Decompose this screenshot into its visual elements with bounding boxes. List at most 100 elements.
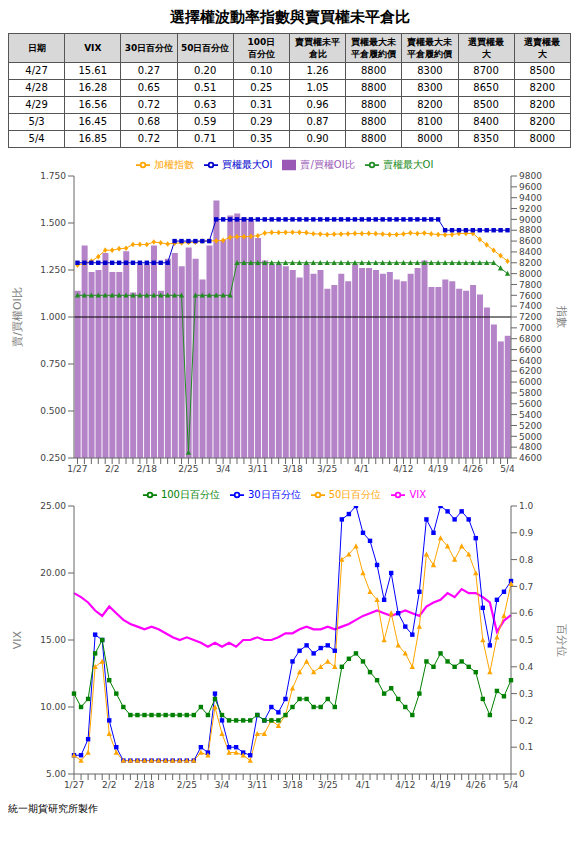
html-text:16.28: 16.28 [78,82,108,93]
html-text:8800: 8800 [361,65,387,76]
svg-text:7400: 7400 [519,301,542,311]
svg-text:1.750: 1.750 [40,171,66,181]
svg-text:8200: 8200 [519,258,542,268]
svg-text:1/27: 1/27 [67,464,87,474]
svg-text:8800: 8800 [519,225,542,235]
svg-text:5000: 5000 [519,432,542,442]
svg-text:9400: 9400 [519,193,542,203]
svg-text:9200: 9200 [519,204,542,214]
svg-text:1.0: 1.0 [519,501,534,511]
svg-text:6000: 6000 [519,377,542,387]
svg-text:百分位: 百分位 [555,624,568,657]
html-text:8700: 8700 [473,65,499,76]
svg-text:指數: 指數 [555,305,568,328]
svg-text:5/4: 5/4 [500,464,515,474]
svg-text:5600: 5600 [519,399,542,409]
html-text:賣權最大未 平倉履約價: 賣權最大未 平倉履約價 [407,37,453,59]
svg-text:0.2: 0.2 [519,716,533,726]
html-text:4/28: 4/28 [25,82,48,93]
svg-text:4/26: 4/26 [466,780,486,790]
html-text:選擇權波動率指數與賣買權未平倉比: 選擇權波動率指數與賣買權未平倉比 [169,8,410,26]
svg-text:5.00: 5.00 [46,769,66,779]
svg-text:賣/買權OI比: 賣/買權OI比 [11,287,24,347]
html-text:8300: 8300 [417,65,443,76]
svg-text:1/27: 1/27 [64,780,84,790]
html-text:0.65: 0.65 [137,82,161,93]
svg-text:5200: 5200 [519,421,542,431]
svg-text:0.8: 0.8 [519,555,534,565]
svg-text:25.00: 25.00 [40,501,66,511]
svg-text:6800: 6800 [519,334,542,344]
svg-text:3/11: 3/11 [247,780,267,790]
html-text:0.20: 0.20 [194,65,217,76]
svg-text:9000: 9000 [519,215,542,225]
svg-text:9600: 9600 [519,182,542,192]
svg-text:3/25: 3/25 [318,780,338,790]
svg-text:9800: 9800 [519,171,542,181]
svg-text:3/18: 3/18 [282,780,302,790]
html-text:賣買權未平 倉比: 賣買權未平 倉比 [295,37,340,59]
svg-text:8000: 8000 [519,269,542,279]
svg-text:7600: 7600 [519,291,542,301]
svg-text:1.500: 1.500 [40,218,66,228]
svg-text:0.750: 0.750 [40,359,66,369]
svg-text:4/12: 4/12 [393,464,413,474]
html-text:0.10: 0.10 [250,65,273,76]
svg-text:0: 0 [519,769,525,779]
svg-text:4/26: 4/26 [463,464,483,474]
svg-text:10.00: 10.00 [40,702,66,712]
svg-text:2/2: 2/2 [105,464,119,474]
svg-text:4600: 4600 [519,453,542,463]
svg-text:2/2: 2/2 [102,780,116,790]
svg-text:0.9: 0.9 [519,528,534,538]
svg-text:20.00: 20.00 [40,568,66,578]
svg-text:8400: 8400 [519,247,542,257]
svg-text:0.250: 0.250 [40,453,66,463]
svg-text:3/4: 3/4 [216,464,231,474]
svg-text:0.500: 0.500 [40,406,66,416]
svg-text:3/25: 3/25 [317,464,337,474]
html-text:買權最大未 平倉履約價: 買權最大未 平倉履約價 [351,37,397,59]
svg-text:2/25: 2/25 [178,464,198,474]
html-text:選買權最 大: 選買權最 大 [468,37,505,59]
html-text:4/27: 4/27 [25,65,48,76]
html-text:1.26: 1.26 [306,65,329,76]
svg-text:5/4: 5/4 [504,780,519,790]
svg-text:8600: 8600 [519,236,542,246]
svg-text:3/4: 3/4 [215,780,230,790]
html-text:選賣權最 大: 選賣權最 大 [524,37,561,59]
svg-text:5400: 5400 [519,410,542,420]
svg-text:2/25: 2/25 [177,780,197,790]
svg-text:4/19: 4/19 [430,780,450,790]
html-text:8500: 8500 [529,65,556,76]
svg-text:6200: 6200 [519,366,542,376]
svg-text:7200: 7200 [519,312,542,322]
svg-text:0.5: 0.5 [519,635,533,645]
svg-text:4/1: 4/1 [355,464,369,474]
svg-text:15.00: 15.00 [40,635,66,645]
svg-text:3/18: 3/18 [282,464,302,474]
svg-text:6600: 6600 [519,345,542,355]
svg-text:4/1: 4/1 [356,780,370,790]
svg-text:0.6: 0.6 [519,608,534,618]
html-text:15.61: 15.61 [78,65,108,76]
svg-text:5800: 5800 [519,388,542,398]
html-text:0.27: 0.27 [137,65,161,76]
svg-text:1.250: 1.250 [40,265,66,275]
svg-text:0.3: 0.3 [519,689,533,699]
svg-text:4800: 4800 [519,442,542,452]
svg-text:2/18: 2/18 [134,780,154,790]
svg-text:2/18: 2/18 [137,464,157,474]
svg-text:3/11: 3/11 [248,464,268,474]
svg-text:0.7: 0.7 [519,582,533,592]
svg-text:0.4: 0.4 [519,662,534,672]
svg-text:7000: 7000 [519,323,542,333]
svg-text:4/19: 4/19 [428,464,448,474]
svg-text:0.1: 0.1 [519,742,533,752]
svg-text:4/12: 4/12 [395,780,415,790]
svg-text:VIX: VIX [11,630,24,649]
html-text:100日 百分位: 100日 百分位 [247,37,276,59]
svg-text:1.000: 1.000 [40,312,66,322]
svg-text:6400: 6400 [519,356,542,366]
svg-text:7800: 7800 [519,280,542,290]
